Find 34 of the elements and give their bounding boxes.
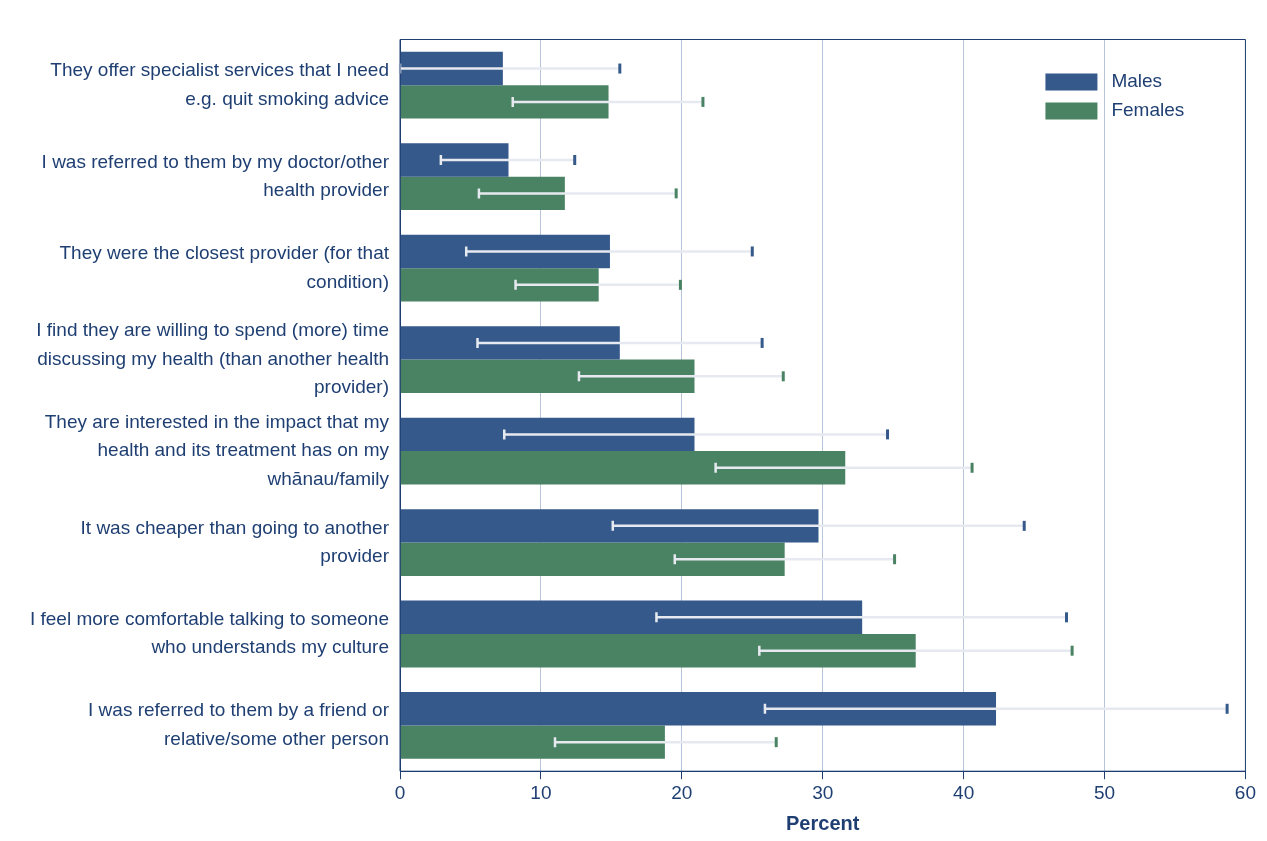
y-tick-label: They are interested in the impact that my health and its treatment has on my whānau/family — [44, 410, 390, 489]
y-tick-label: They were the closest provider (for that condition) — [59, 242, 390, 292]
bar — [400, 600, 863, 635]
legend-label: Females — [1111, 98, 1185, 120]
x-tick-label: 60 — [1234, 781, 1256, 803]
x-tick-label: 10 — [530, 781, 552, 803]
bar — [400, 359, 695, 393]
bar — [400, 143, 509, 177]
bar — [400, 725, 665, 759]
bar — [400, 326, 620, 360]
bar — [400, 634, 916, 668]
bar — [400, 51, 503, 86]
bar — [400, 268, 599, 302]
y-tick-label: I was referred to them by a friend or relative/some other person — [88, 699, 390, 749]
bar — [400, 692, 997, 726]
bar — [400, 85, 609, 119]
x-axis-title: Percent — [786, 811, 860, 834]
y-tick-label: They offer specialist services that I need e.g. quit smoking advice — [50, 59, 389, 109]
y-tick-label: I was referred to them by my doctor/other health provider — [41, 150, 390, 201]
bar — [400, 451, 846, 485]
y-tick-label: I find they are willing to spend (more) time discussing my health (than another health provider) — [36, 319, 389, 398]
bar — [400, 417, 695, 452]
x-tick-label: 40 — [953, 781, 975, 803]
bar — [400, 542, 785, 576]
bar — [400, 234, 610, 269]
y-tick-label: It was cheaper than going to another provider — [80, 516, 390, 567]
legend-label: Males — [1111, 69, 1163, 91]
bar — [400, 176, 565, 211]
x-tick-label: 30 — [812, 781, 834, 803]
y-tick-label: I feel more comfortable talking to someone who understands my culture — [29, 607, 389, 658]
x-tick-label: 0 — [394, 781, 406, 803]
x-tick-label: 50 — [1093, 781, 1116, 803]
x-tick-label: 20 — [671, 781, 693, 803]
bar — [400, 509, 819, 543]
